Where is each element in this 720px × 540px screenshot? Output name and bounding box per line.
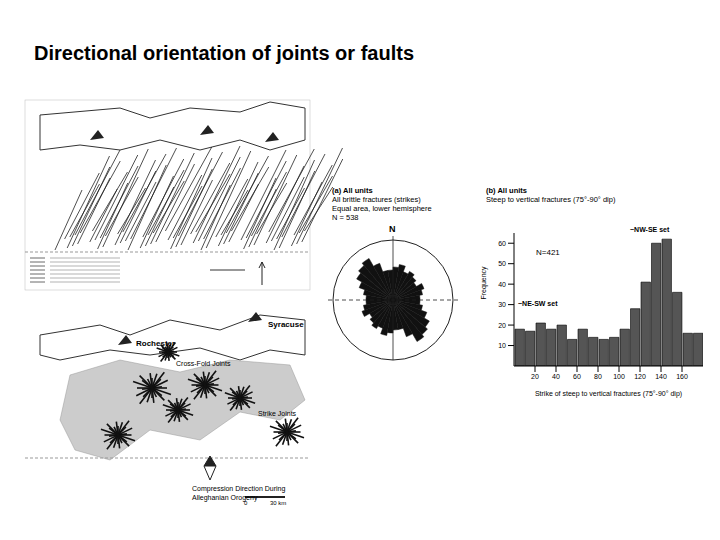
svg-text:80: 80 [594, 373, 602, 380]
svg-text:100: 100 [613, 373, 625, 380]
svg-text:Frequency: Frequency [480, 266, 488, 300]
html-text:All brittle fractures (strikes: All brittle fractures (strikes) [332, 195, 421, 204]
svg-text:10: 10 [498, 342, 506, 349]
svg-text:50: 50 [498, 260, 506, 267]
svg-text:20: 20 [498, 322, 506, 329]
html-text:Cross-Fold Joints: Cross-Fold Joints [176, 360, 231, 367]
html-text:Steep to vertical fractures (7: Steep to vertical fractures (75°-90° dip… [486, 195, 616, 204]
html-text:N=421: N=421 [536, 248, 560, 257]
html-text:Syracuse: Syracuse [268, 320, 304, 329]
svg-text:60: 60 [498, 240, 506, 247]
html-text:0: 0 [244, 500, 248, 506]
html-text:Equal area, lower hemisphere: Equal area, lower hemisphere [332, 204, 432, 213]
svg-text:40: 40 [552, 373, 560, 380]
html-text:Compression Direction During A: Compression Direction During Alleghanian… [192, 485, 286, 501]
svg-text:60: 60 [573, 373, 581, 380]
svg-text:40: 40 [498, 281, 506, 288]
html-text:~NE-SW set: ~NE-SW set [518, 300, 558, 307]
html-text:Rochester: Rochester [136, 339, 176, 348]
svg-text:20: 20 [531, 373, 539, 380]
html-text:(a) All units: (a) All units [332, 186, 373, 195]
html-text:30 km: 30 km [270, 500, 287, 506]
svg-text:160: 160 [676, 373, 688, 380]
html-text:(b) All units: (b) All units [486, 186, 527, 195]
html-text:N = 538: N = 538 [332, 213, 359, 222]
html-text:Strike Joints: Strike Joints [258, 410, 297, 417]
svg-text:120: 120 [634, 373, 646, 380]
html-text:Directional orientation of joi: Directional orientation of joints or fau… [34, 42, 414, 64]
svg-text:Strike of steep to vertical fr: Strike of steep to vertical fractures (7… [535, 390, 682, 398]
html-text:N: N [389, 224, 396, 234]
svg-text:30: 30 [498, 301, 506, 308]
svg-text:140: 140 [655, 373, 667, 380]
html-text:~NW-SE set: ~NW-SE set [630, 226, 670, 233]
